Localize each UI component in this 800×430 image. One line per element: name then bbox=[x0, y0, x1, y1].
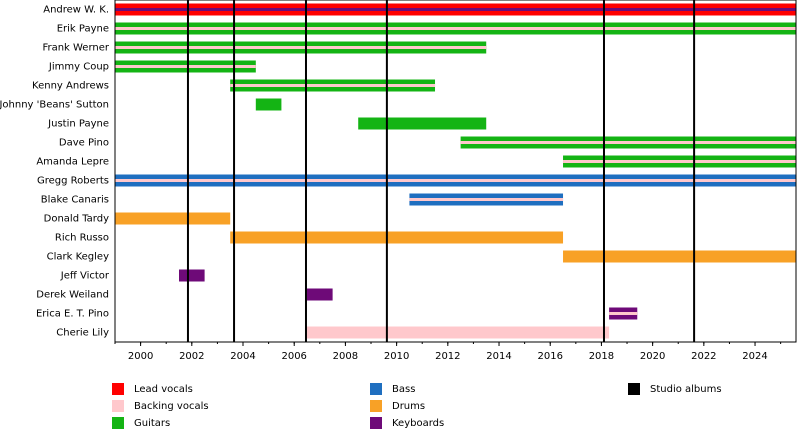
x-tick-label: 2022 bbox=[691, 351, 716, 362]
legend-swatch bbox=[112, 417, 124, 429]
x-tick-label: 2008 bbox=[333, 351, 358, 362]
member-bar-stripe bbox=[115, 8, 796, 11]
member-label: Johnny 'Beans' Sutton bbox=[0, 100, 109, 111]
legend-swatch bbox=[370, 417, 382, 429]
member-bar bbox=[179, 269, 205, 282]
plot-frame bbox=[114, 0, 797, 343]
member-bar-stripe bbox=[115, 65, 256, 68]
x-tick-label: 2020 bbox=[640, 351, 665, 362]
legend-label: Drums bbox=[392, 401, 425, 412]
x-tick-label: 2010 bbox=[384, 351, 409, 362]
x-tick-label: 2012 bbox=[435, 351, 460, 362]
legend-label: Bass bbox=[392, 384, 415, 395]
member-bar-stripe bbox=[409, 198, 564, 201]
legend-label: Backing vocals bbox=[134, 401, 209, 412]
legend-swatch bbox=[112, 383, 124, 395]
member-label: Justin Payne bbox=[47, 119, 109, 130]
legend-swatch bbox=[628, 383, 640, 395]
legend-label: Lead vocals bbox=[134, 384, 193, 395]
member-label: Donald Tardy bbox=[44, 214, 109, 225]
member-bar-stripe bbox=[563, 160, 796, 163]
member-label: Clark Kegley bbox=[47, 252, 109, 263]
legend-label: Keyboards bbox=[392, 418, 444, 429]
member-label: Dave Pino bbox=[59, 138, 109, 149]
x-tick-label: 2000 bbox=[128, 351, 153, 362]
member-bar-stripe bbox=[115, 27, 796, 30]
x-tick-label: 2004 bbox=[230, 351, 255, 362]
legend-swatch bbox=[370, 383, 382, 395]
member-bar bbox=[358, 117, 487, 130]
member-bar bbox=[115, 212, 231, 225]
member-label: Gregg Roberts bbox=[37, 176, 109, 187]
legend-swatch bbox=[112, 400, 124, 412]
member-bar-stripe bbox=[115, 46, 487, 49]
member-bar-stripe bbox=[609, 312, 638, 315]
member-bar bbox=[307, 288, 333, 301]
member-label: Amanda Lepre bbox=[36, 157, 109, 168]
member-label: Blake Canaris bbox=[41, 195, 109, 206]
member-label: Andrew W. K. bbox=[43, 5, 109, 16]
member-label: Jimmy Coup bbox=[48, 62, 109, 73]
member-bar bbox=[307, 326, 610, 339]
member-label: Jeff Victor bbox=[60, 271, 110, 282]
member-label: Erica E. T. Pino bbox=[36, 309, 109, 320]
x-tick-label: 2002 bbox=[179, 351, 204, 362]
member-label: Kenny Andrews bbox=[32, 81, 109, 92]
member-bar-stripe bbox=[230, 84, 436, 87]
x-tick-label: 2018 bbox=[589, 351, 614, 362]
member-bar bbox=[255, 98, 282, 111]
member-label: Cherie Lily bbox=[56, 328, 109, 339]
x-tick-label: 2006 bbox=[281, 351, 306, 362]
member-label: Rich Russo bbox=[55, 233, 109, 244]
member-label: Derek Weiland bbox=[36, 290, 109, 301]
x-tick-label: 2014 bbox=[486, 351, 511, 362]
x-tick-label: 2016 bbox=[537, 351, 562, 362]
member-bar bbox=[230, 231, 564, 244]
member-bar bbox=[563, 250, 796, 263]
x-tick-label: 2024 bbox=[742, 351, 767, 362]
member-bar-stripe bbox=[460, 141, 796, 144]
member-label: Frank Werner bbox=[42, 43, 109, 54]
member-bar-stripe bbox=[115, 179, 796, 182]
legend-label: Studio albums bbox=[650, 384, 722, 395]
legend-label: Guitars bbox=[134, 418, 170, 429]
member-label: Erik Payne bbox=[57, 24, 109, 35]
legend-swatch bbox=[370, 400, 382, 412]
